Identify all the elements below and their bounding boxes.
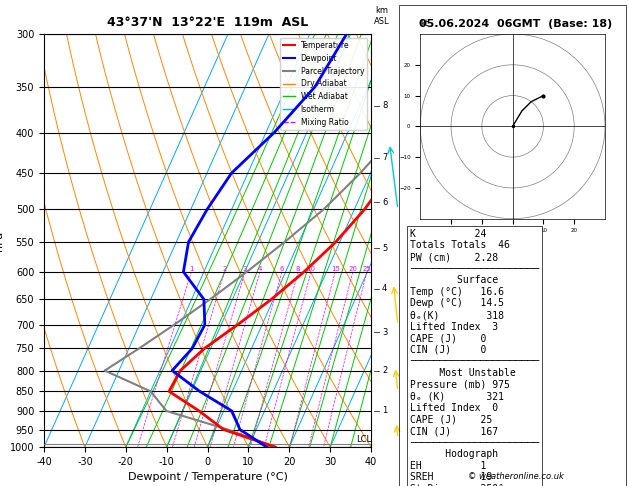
Text: 1: 1 bbox=[382, 406, 387, 416]
Temperature bbox=[267, 296, 275, 302]
Dewpoint bbox=[201, 322, 209, 328]
Temperature bbox=[411, 130, 419, 136]
Dewpoint bbox=[203, 207, 211, 212]
Parcel Trajectory bbox=[428, 84, 435, 90]
Temperature bbox=[361, 207, 369, 212]
Parcel Trajectory bbox=[272, 444, 279, 450]
Dewpoint bbox=[228, 408, 236, 414]
Parcel Trajectory bbox=[357, 170, 364, 176]
Text: 20: 20 bbox=[348, 266, 357, 272]
Text: 4: 4 bbox=[382, 284, 387, 293]
Text: LCL: LCL bbox=[356, 434, 371, 444]
Dewpoint bbox=[311, 84, 319, 90]
Text: 3: 3 bbox=[243, 266, 247, 272]
Dewpoint bbox=[263, 444, 270, 450]
Line: Parcel Trajectory: Parcel Trajectory bbox=[104, 34, 459, 447]
Text: 6: 6 bbox=[382, 198, 387, 207]
Temperature bbox=[177, 367, 184, 373]
Y-axis label: hPa: hPa bbox=[0, 230, 4, 251]
Temperature bbox=[435, 84, 442, 90]
Text: 6: 6 bbox=[280, 266, 284, 272]
Text: 3: 3 bbox=[382, 328, 387, 336]
Parcel Trajectory bbox=[170, 322, 178, 328]
Text: 25: 25 bbox=[362, 266, 371, 272]
Text: 7: 7 bbox=[382, 153, 387, 162]
Dewpoint bbox=[270, 130, 278, 136]
Text: km
ASL: km ASL bbox=[374, 6, 390, 26]
Text: 2: 2 bbox=[222, 266, 226, 272]
Dewpoint bbox=[236, 427, 243, 433]
Text: 8: 8 bbox=[296, 266, 301, 272]
Temperature bbox=[234, 322, 242, 328]
Line: Dewpoint: Dewpoint bbox=[172, 34, 347, 447]
Parcel Trajectory bbox=[243, 269, 250, 275]
Temperature bbox=[165, 388, 173, 394]
Text: 15: 15 bbox=[331, 266, 340, 272]
Parcel Trajectory bbox=[135, 346, 143, 351]
Dewpoint bbox=[185, 239, 192, 245]
Dewpoint bbox=[169, 367, 176, 373]
Temperature bbox=[272, 444, 279, 450]
Dewpoint bbox=[343, 31, 350, 37]
Text: 1: 1 bbox=[189, 266, 194, 272]
Dewpoint bbox=[189, 346, 196, 351]
Text: 5: 5 bbox=[382, 243, 387, 253]
Text: 8: 8 bbox=[382, 102, 387, 110]
Dewpoint bbox=[196, 388, 203, 394]
Parcel Trajectory bbox=[101, 367, 108, 373]
Parcel Trajectory bbox=[281, 239, 288, 245]
Parcel Trajectory bbox=[455, 31, 463, 37]
Parcel Trajectory bbox=[320, 207, 328, 212]
Parcel Trajectory bbox=[224, 427, 231, 433]
Temperature bbox=[220, 427, 227, 433]
Temperature bbox=[201, 346, 208, 351]
Parcel Trajectory bbox=[147, 388, 154, 394]
Temperature bbox=[387, 170, 394, 176]
Text: 05.06.2024  06GMT  (Base: 18): 05.06.2024 06GMT (Base: 18) bbox=[419, 19, 613, 30]
Text: © weatheronline.co.uk: © weatheronline.co.uk bbox=[468, 472, 564, 481]
Temperature bbox=[332, 239, 340, 245]
Legend: Temperature, Dewpoint, Parcel Trajectory, Dry Adiabat, Wet Adiabat, Isotherm, Mi: Temperature, Dewpoint, Parcel Trajectory… bbox=[280, 38, 367, 130]
Text: 10: 10 bbox=[306, 266, 316, 272]
Temperature bbox=[196, 408, 203, 414]
Line: Temperature: Temperature bbox=[169, 34, 463, 447]
Dewpoint bbox=[180, 269, 187, 275]
Text: 4: 4 bbox=[258, 266, 262, 272]
Temperature bbox=[459, 31, 467, 37]
Text: K          24
Totals Totals  46
PW (cm)    2.28
──────────────────────
        S: K 24 Totals Totals 46 PW (cm) 2.28 ─────… bbox=[410, 229, 539, 486]
X-axis label: Dewpoint / Temperature (°C): Dewpoint / Temperature (°C) bbox=[128, 472, 287, 483]
Parcel Trajectory bbox=[163, 408, 170, 414]
Dewpoint bbox=[228, 170, 235, 176]
Parcel Trajectory bbox=[206, 296, 214, 302]
Dewpoint bbox=[200, 296, 208, 302]
Temperature bbox=[300, 269, 308, 275]
Text: 2: 2 bbox=[382, 366, 387, 375]
Text: kt: kt bbox=[420, 18, 428, 28]
Title: 43°37'N  13°22'E  119m  ASL: 43°37'N 13°22'E 119m ASL bbox=[107, 16, 308, 29]
Parcel Trajectory bbox=[393, 130, 401, 136]
